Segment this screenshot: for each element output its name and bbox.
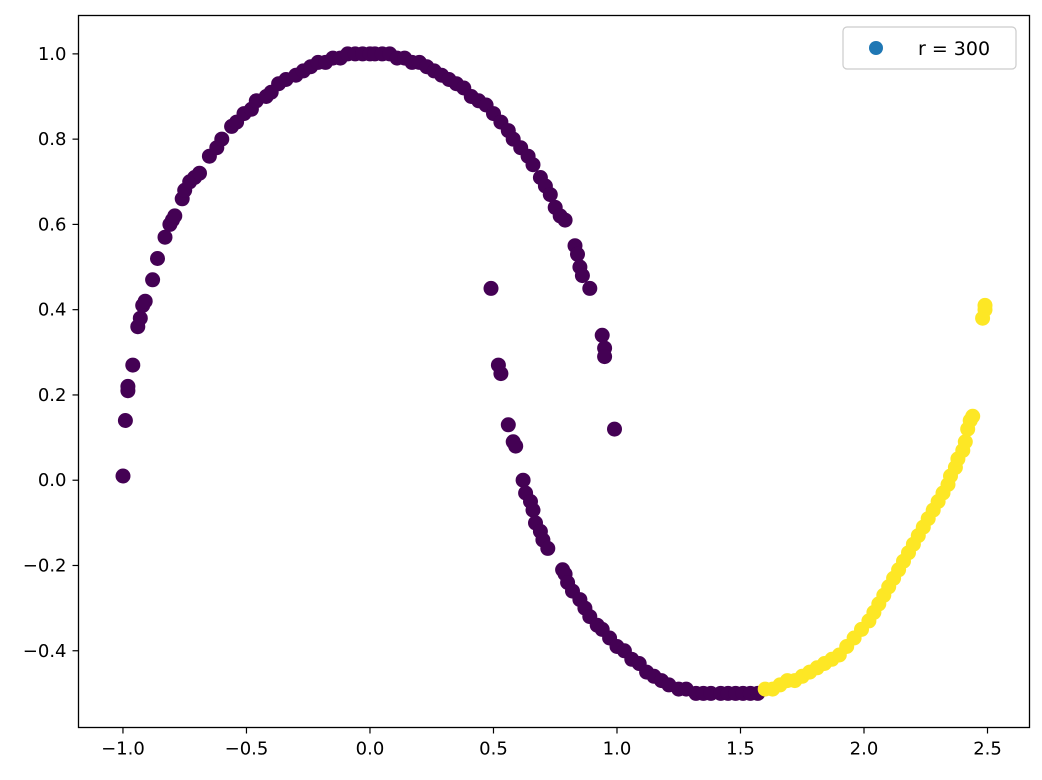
data-point [125, 357, 141, 373]
data-point [493, 366, 509, 382]
data-point [557, 212, 573, 228]
y-tick-label: 0.6 [38, 214, 67, 235]
x-tick-label: 1.0 [603, 739, 632, 760]
y-tick-label: −0.2 [23, 555, 67, 576]
x-tick-label: 0.0 [356, 739, 385, 760]
data-point [540, 540, 556, 556]
data-point [214, 131, 230, 147]
data-point [500, 417, 516, 433]
x-tick-label: 0.5 [479, 739, 508, 760]
data-point [117, 413, 133, 428]
x-tick-label: 2.5 [973, 739, 1002, 760]
legend-marker [869, 41, 883, 55]
data-point [594, 327, 610, 343]
data-point [957, 434, 973, 450]
points-layer [115, 46, 993, 701]
data-point [132, 310, 148, 326]
data-point [483, 280, 499, 296]
legend-label: r = 300 [918, 38, 990, 60]
legend-box [842, 26, 1017, 70]
data-point [977, 297, 993, 313]
data-point [515, 472, 531, 488]
data-point [525, 502, 541, 518]
y-tick-label: 0.2 [38, 385, 67, 406]
data-point [120, 378, 136, 394]
data-point [150, 251, 165, 266]
data-point [582, 280, 598, 296]
data-point [145, 272, 161, 288]
data-point [607, 421, 622, 437]
data-point [570, 246, 585, 262]
data-point [192, 165, 207, 181]
data-point [542, 187, 558, 203]
data-point [167, 208, 183, 224]
data-point [115, 468, 131, 484]
ticks-layer: −1.0 −0.5 0.0 0.5 1.0 1.5 2.0 2.5 −0.4 −0.2 0.0 0.2… [23, 44, 1002, 760]
y-tick-label: 0.4 [38, 300, 67, 321]
data-point [137, 293, 153, 309]
y-tick-label: 0.8 [38, 129, 67, 150]
data-point [157, 229, 173, 245]
data-point [965, 408, 981, 424]
y-tick-label: 1.0 [38, 44, 67, 65]
y-tick-label: 0.0 [38, 470, 67, 491]
data-point [574, 268, 590, 284]
plot-frame [77, 14, 1031, 729]
x-tick-label: −0.5 [225, 739, 269, 760]
x-tick-label: 1.5 [726, 739, 755, 760]
data-point [525, 157, 541, 173]
x-tick-label: −1.0 [101, 739, 145, 760]
legend: r = 300 [842, 26, 1017, 70]
data-point [508, 438, 524, 454]
y-tick-label: −0.4 [23, 641, 67, 662]
x-tick-label: 2.0 [850, 739, 879, 760]
data-point [597, 349, 613, 365]
